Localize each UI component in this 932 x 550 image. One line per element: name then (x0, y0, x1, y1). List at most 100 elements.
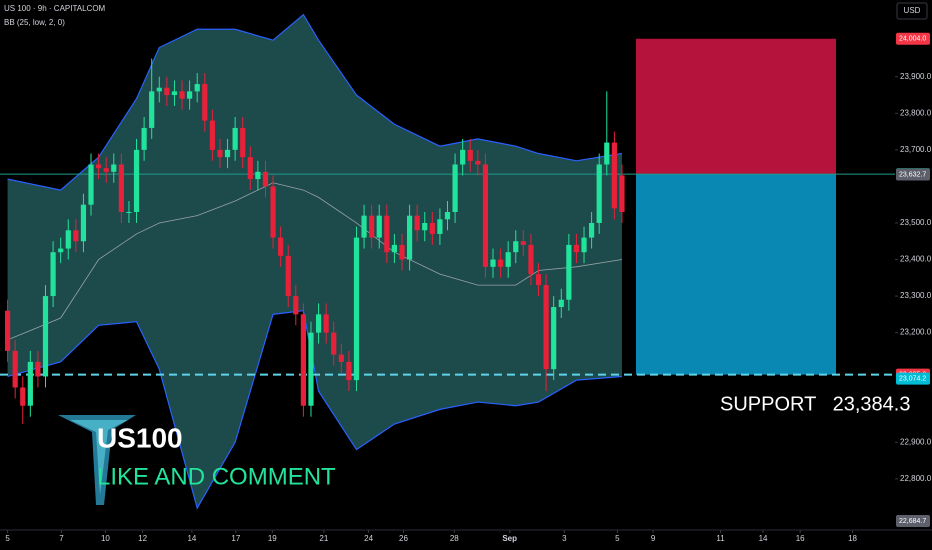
candle-body (164, 87, 170, 96)
x-tick-label: 14 (187, 534, 196, 543)
candle-body (4, 310, 11, 351)
candle-body (209, 120, 215, 150)
x-tick-label: 10 (101, 534, 110, 543)
price-label: 24,004.0 (899, 36, 926, 43)
candle-body (80, 204, 87, 242)
candle-body (581, 237, 587, 253)
candle-body (513, 241, 519, 253)
indicator-label: BB (25, low, 2, 0) (4, 18, 65, 27)
candle-body (376, 215, 382, 238)
x-tick-label: 26 (399, 534, 408, 543)
x-tick-label: 14 (759, 534, 768, 543)
price-axis (895, 0, 932, 530)
candle-body (73, 230, 79, 242)
price-label-box (896, 514, 930, 527)
candle-body (42, 296, 49, 377)
price-label: 23,074.2 (899, 375, 926, 382)
candle-body (596, 164, 602, 223)
candle-body (35, 361, 41, 377)
candle-body (414, 215, 420, 231)
y-tick-label: 23,700.0 (900, 145, 932, 154)
candle-body (126, 212, 132, 213)
watermark-title: US100 (97, 422, 183, 453)
candle-body (467, 149, 473, 161)
x-tick-label: 19 (268, 534, 277, 543)
target-zone (636, 174, 836, 375)
band-fill (7, 14, 622, 509)
candle-body (278, 237, 284, 256)
candle-body (543, 285, 549, 370)
candle-body (505, 252, 511, 267)
chart-title: US 100 · 9h · CAPITALCOM (4, 4, 106, 13)
x-tick-label: 5 (5, 534, 10, 543)
candle-body (240, 127, 246, 158)
y-tick-label: 22,900.0 (900, 437, 932, 446)
candle-body (558, 299, 564, 308)
candle-body (573, 244, 580, 253)
candle-body (88, 164, 94, 205)
candle-body (194, 84, 200, 92)
candle-body (528, 244, 534, 275)
candle-body (255, 171, 261, 180)
band-middle (7, 182, 623, 341)
x-tick-label: 18 (848, 534, 857, 543)
x-tick-label: 9 (651, 534, 656, 543)
watermark-subtitle: LIKE AND COMMENT (97, 463, 336, 490)
candle-body (308, 332, 314, 406)
y-tick-label: 23,800.0 (900, 108, 932, 117)
currency: USD (904, 6, 921, 15)
candle-body (475, 160, 481, 165)
candle-body (232, 127, 238, 150)
candle-body (96, 164, 102, 169)
x-tick-label: 5 (615, 534, 620, 543)
logo-shape (58, 415, 136, 505)
candle-body (589, 222, 595, 238)
x-tick-label: 12 (138, 534, 147, 543)
x-tick-label: 7 (59, 534, 64, 543)
candle-body (103, 168, 109, 172)
y-tick-label: 23,900.0 (900, 72, 932, 81)
candle-body (65, 230, 71, 249)
candle-body (369, 215, 375, 238)
candle-body (262, 171, 269, 187)
candle-body (604, 142, 610, 165)
candle-body (156, 87, 162, 92)
candle-body (293, 296, 299, 315)
x-tick-label: 16 (796, 534, 805, 543)
candle-body (111, 164, 117, 172)
candle-body (551, 307, 557, 370)
logo-highlight (70, 420, 128, 495)
candle-body (399, 244, 405, 260)
y-tick-label: 23,500.0 (900, 218, 932, 227)
candle-body (391, 244, 398, 253)
y-tick-label: 23,400.0 (900, 255, 932, 264)
candle-body (361, 215, 367, 238)
candle-body (224, 149, 231, 158)
candle-body (187, 91, 193, 99)
price-label: 22,684.7 (899, 518, 926, 525)
candle-body (429, 222, 435, 234)
candle-body (217, 149, 223, 158)
candle-body (300, 314, 306, 406)
candle-body (171, 91, 178, 96)
candle-body (179, 91, 185, 99)
y-tick-label: 23,300.0 (900, 291, 932, 300)
currency-box (896, 2, 928, 20)
candle-body (133, 149, 140, 212)
candle-body (619, 175, 625, 212)
candle-body (58, 248, 64, 253)
candle-body (331, 332, 337, 355)
candle-body (460, 149, 466, 165)
candle-body (611, 142, 617, 209)
candle-body (118, 164, 124, 212)
candle-body (50, 252, 56, 297)
candle-body (323, 314, 329, 333)
candle-body (452, 164, 458, 212)
stop-zone (636, 38, 836, 175)
candle-body (444, 212, 451, 220)
x-tick-label: 28 (450, 534, 459, 543)
plot-area (0, 13, 895, 510)
candle-body (27, 361, 33, 406)
